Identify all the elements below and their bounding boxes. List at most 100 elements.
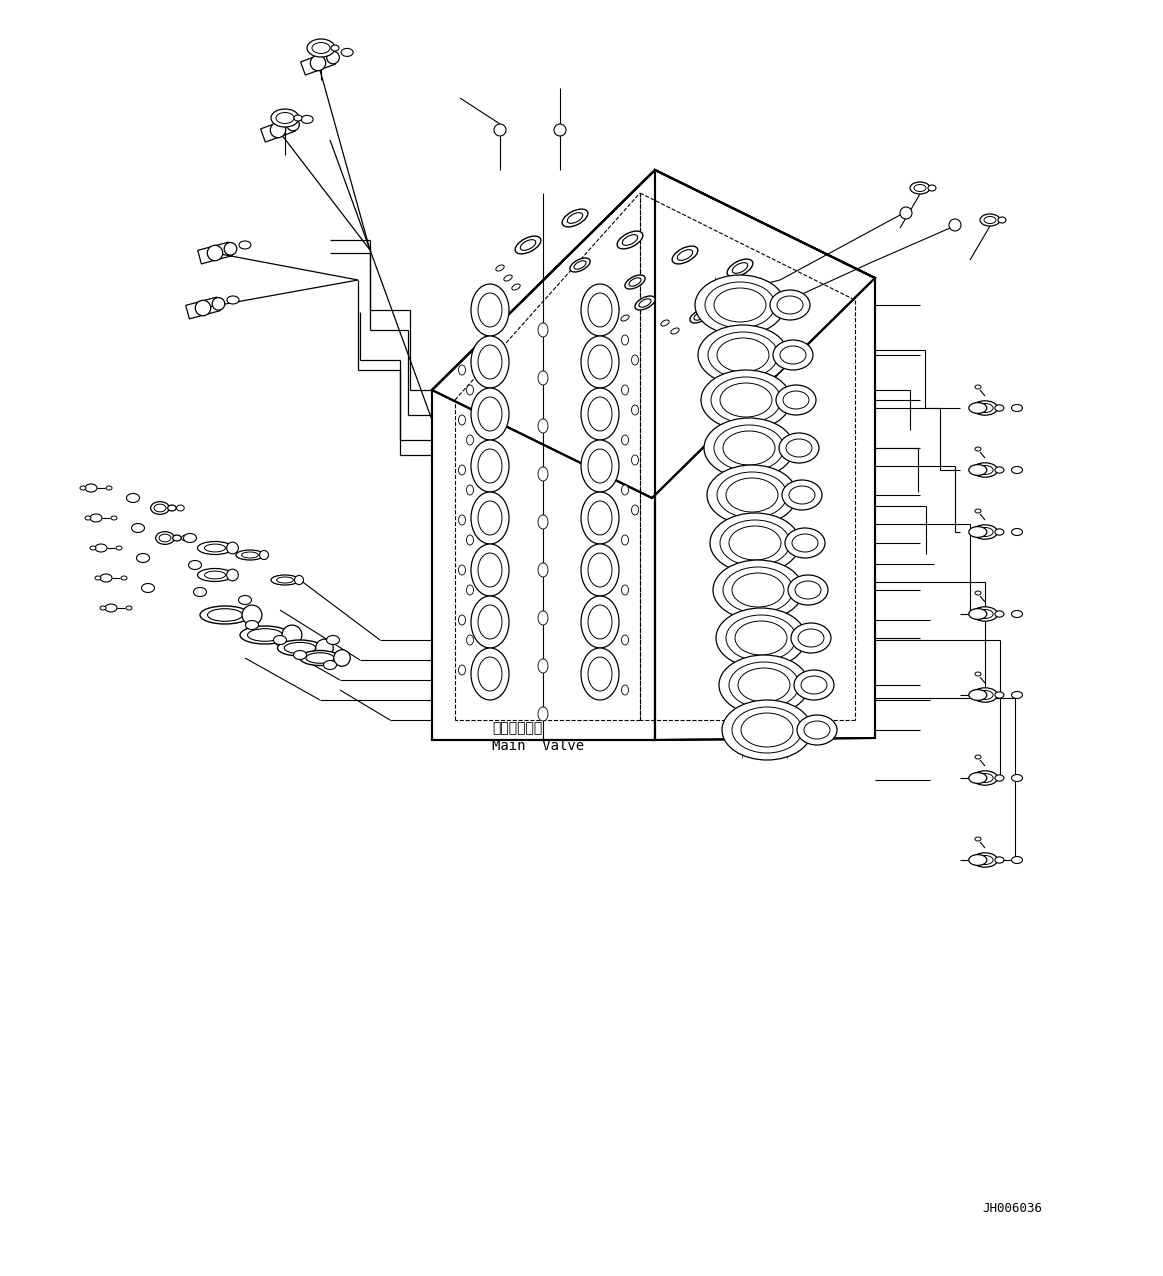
Ellipse shape [568,213,583,223]
Ellipse shape [227,569,238,581]
Polygon shape [186,297,220,319]
Ellipse shape [172,535,181,541]
Ellipse shape [977,610,993,619]
Ellipse shape [512,285,520,290]
Ellipse shape [804,721,830,739]
Ellipse shape [495,265,505,271]
Ellipse shape [116,546,122,550]
Ellipse shape [195,300,211,315]
Ellipse shape [126,606,131,610]
Ellipse shape [783,390,809,410]
Ellipse shape [733,263,748,273]
Ellipse shape [735,621,787,655]
Polygon shape [300,51,335,75]
Ellipse shape [458,565,465,575]
Ellipse shape [238,596,251,605]
Ellipse shape [621,584,628,595]
Ellipse shape [151,501,170,514]
Ellipse shape [972,852,998,868]
Ellipse shape [582,493,619,544]
Ellipse shape [582,388,619,440]
Ellipse shape [677,250,693,260]
Ellipse shape [909,182,930,194]
Ellipse shape [632,505,638,516]
Ellipse shape [478,657,502,692]
Ellipse shape [471,336,509,388]
Ellipse shape [538,323,548,337]
Ellipse shape [732,707,802,753]
Ellipse shape [977,527,993,536]
Ellipse shape [538,371,548,385]
Ellipse shape [106,486,112,490]
Ellipse shape [719,655,809,715]
Ellipse shape [969,403,986,413]
Ellipse shape [621,685,628,695]
Ellipse shape [794,670,834,701]
Ellipse shape [466,435,473,445]
Ellipse shape [994,611,1004,618]
Ellipse shape [242,605,262,625]
Ellipse shape [306,653,334,664]
Ellipse shape [300,651,340,666]
Ellipse shape [327,635,340,644]
Ellipse shape [638,299,651,308]
Ellipse shape [478,293,502,327]
Ellipse shape [977,690,993,699]
Ellipse shape [776,385,816,415]
Ellipse shape [632,355,638,365]
Ellipse shape [334,649,350,666]
Text: JH006036: JH006036 [983,1202,1043,1215]
Ellipse shape [716,336,725,341]
Ellipse shape [782,480,822,510]
Ellipse shape [95,544,107,553]
Ellipse shape [331,45,338,51]
Ellipse shape [471,648,509,701]
Ellipse shape [722,701,812,760]
Ellipse shape [181,535,190,541]
Ellipse shape [142,583,155,592]
Ellipse shape [718,338,769,373]
Ellipse shape [562,209,587,227]
Ellipse shape [1012,692,1022,698]
Ellipse shape [131,523,144,532]
Ellipse shape [718,472,787,518]
Ellipse shape [85,484,97,493]
Text: メインバルブ: メインバルブ [492,721,542,735]
Ellipse shape [588,293,612,327]
Ellipse shape [588,449,612,484]
Ellipse shape [914,185,926,191]
Ellipse shape [792,533,818,553]
Ellipse shape [969,464,986,476]
Ellipse shape [90,546,97,550]
Ellipse shape [188,560,201,569]
Ellipse shape [770,290,809,320]
Ellipse shape [458,516,465,524]
Ellipse shape [458,365,465,375]
Ellipse shape [159,535,171,542]
Ellipse shape [729,662,799,708]
Ellipse shape [538,467,548,481]
Ellipse shape [293,651,307,660]
Ellipse shape [690,309,711,323]
Ellipse shape [618,231,643,249]
Ellipse shape [471,596,509,648]
Ellipse shape [969,855,986,865]
Ellipse shape [200,606,250,624]
Ellipse shape [671,328,679,334]
Ellipse shape [611,308,619,313]
Ellipse shape [632,456,638,464]
Ellipse shape [198,569,233,582]
Ellipse shape [207,245,222,260]
Ellipse shape [227,542,238,554]
Ellipse shape [207,609,243,621]
Ellipse shape [977,855,993,865]
Ellipse shape [726,478,778,512]
Ellipse shape [714,288,766,322]
Ellipse shape [582,648,619,701]
Ellipse shape [635,296,655,310]
Ellipse shape [621,485,628,495]
Ellipse shape [156,532,174,545]
Ellipse shape [621,315,629,322]
Ellipse shape [307,40,335,57]
Ellipse shape [739,669,790,702]
